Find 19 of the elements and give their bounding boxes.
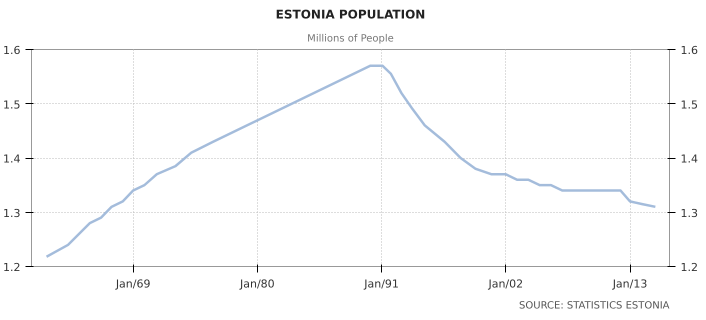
- x-tick-label: Jan/91: [363, 278, 399, 290]
- chart-title: ESTONIA POPULATION: [276, 8, 426, 22]
- x-tick-label: Jan/69: [114, 278, 150, 290]
- y2-tick-label: 1.6: [680, 44, 698, 57]
- y2-tick-label: 1.5: [680, 98, 698, 112]
- y2-tick-label: 1.3: [680, 206, 698, 220]
- x-tick-label: Jan/13: [612, 278, 648, 290]
- x-tick-label: Jan/02: [487, 278, 524, 290]
- line-series: [45, 64, 657, 258]
- y-tick-label: 1.2: [3, 261, 21, 274]
- y-tick-label: 1.3: [3, 206, 21, 220]
- x-tick-label: Jan/80: [239, 278, 275, 290]
- y-tick-label: 1.5: [3, 98, 21, 112]
- chart-subtitle: Millions of People: [307, 34, 394, 44]
- y-tick-label: 1.6: [3, 44, 21, 57]
- y2-tick-label: 1.4: [680, 152, 698, 166]
- y2-tick-label: 1.2: [680, 261, 698, 274]
- y-tick-label: 1.4: [3, 152, 21, 166]
- source-note: SOURCE: STATISTICS ESTONIA: [519, 300, 670, 312]
